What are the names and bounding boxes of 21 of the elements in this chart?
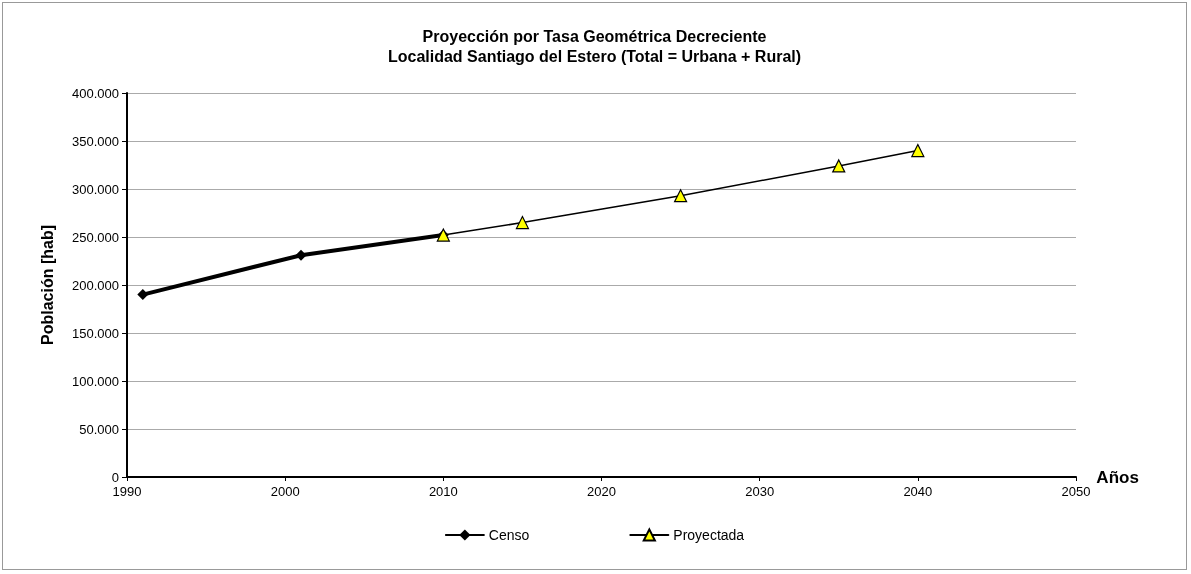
legend-label: Censo xyxy=(488,527,530,543)
x-tick-label: 2000 xyxy=(270,484,300,499)
y-tick-label: 50.000 xyxy=(79,421,119,437)
y-tick-label: 100.000 xyxy=(72,373,119,389)
y-tick-label: 300.000 xyxy=(72,181,119,197)
y-tick-label: 250.000 xyxy=(72,229,119,245)
legend-label: Proyectada xyxy=(673,527,745,543)
x-tick-label: 2020 xyxy=(587,484,616,499)
x-axis-title: Años xyxy=(1096,467,1139,487)
x-tick-label: 2010 xyxy=(428,484,458,499)
x-tick-label: 2040 xyxy=(903,484,933,499)
y-tick-label: 200.000 xyxy=(72,277,119,293)
y-tick-label: 350.000 xyxy=(72,133,119,149)
y-tick-label: 0 xyxy=(111,469,119,485)
y-tick-label: 400.000 xyxy=(72,85,119,101)
x-tick-label: 2050 xyxy=(1061,484,1091,499)
x-tick-label: 2030 xyxy=(745,484,775,499)
y-axis-title: Población [hab] xyxy=(38,225,56,345)
chart-title: Proyección por Tasa Geométrica Decreciente Localidad Santiago del Estero (Total = Urbana + Rural) xyxy=(387,27,802,65)
x-tick-label: 1990 xyxy=(112,484,142,499)
y-tick-label: 150.000 xyxy=(72,325,119,341)
